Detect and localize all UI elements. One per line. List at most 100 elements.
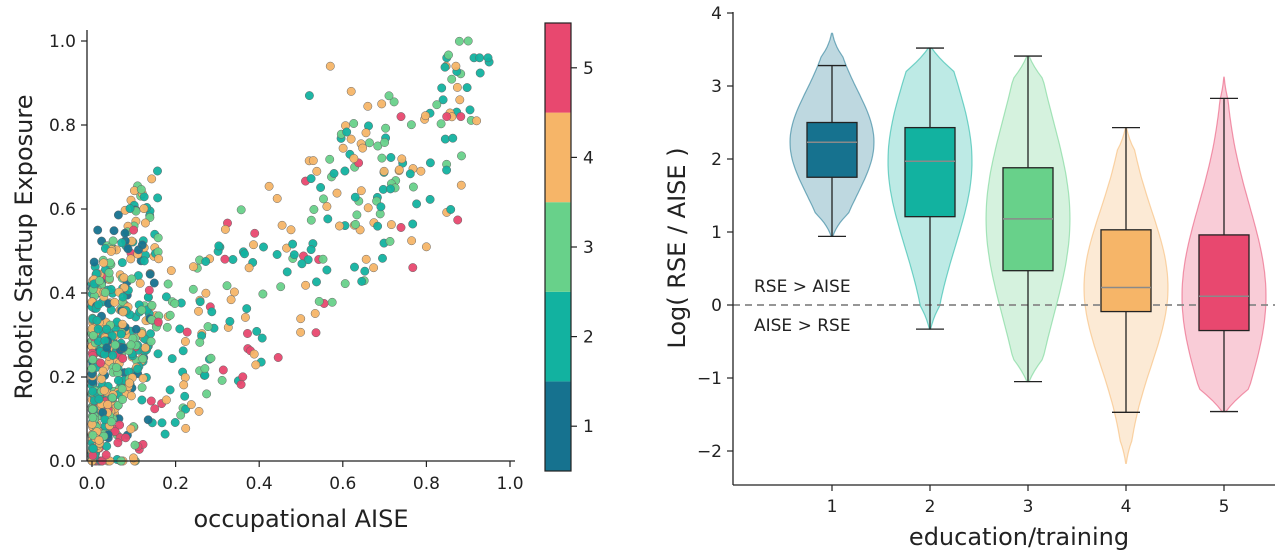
scatter-point [88, 413, 98, 423]
scatter-point [201, 288, 211, 298]
scatter-point [475, 53, 485, 63]
scatter-point [200, 364, 210, 374]
scatter-point [350, 192, 360, 202]
scatter-point [272, 194, 282, 203]
scatter-point [96, 358, 106, 368]
scatter-point [236, 205, 246, 215]
scatter-point [104, 268, 114, 278]
scatter-point [483, 53, 493, 63]
scatter-point [240, 312, 250, 322]
scatter-point [163, 279, 173, 289]
scatter-point [301, 280, 311, 290]
scatter-point [406, 120, 416, 130]
violin-y-tick-label: 1 [711, 223, 722, 243]
scatter-point [304, 91, 314, 101]
scatter-point [165, 310, 175, 320]
scatter-point [102, 343, 112, 353]
scatter-point [389, 97, 399, 107]
violin-panel: 1 2 3 4 5 −2 −1 0 1 2 3 4 RSE > AISE AISE > RSE ed… [663, 4, 1275, 551]
scatter-point [94, 435, 104, 445]
scatter-point [138, 354, 148, 364]
scatter-point [202, 389, 212, 399]
scatter-point [451, 61, 461, 71]
scatter-y-ticks: 0.0 0.2 0.4 0.6 0.8 1.0 [49, 32, 87, 472]
scatter-point [117, 258, 127, 268]
scatter-point [319, 194, 328, 204]
scatter-point [214, 241, 224, 251]
scatter-point [176, 410, 186, 420]
scatter-point [129, 225, 139, 235]
scatter-y-tick-label: 0.2 [49, 368, 76, 388]
scatter-point [452, 82, 462, 92]
scatter-point [93, 225, 103, 235]
scatter-point [425, 158, 435, 168]
scatter-point [438, 95, 448, 105]
scatter-point [311, 328, 321, 338]
scatter-point [222, 281, 232, 291]
scatter-point [396, 223, 406, 232]
violin-y-ticks: −2 −1 0 1 2 3 4 [697, 4, 733, 462]
scatter-point [437, 83, 447, 93]
scatter-point [136, 185, 146, 194]
scatter-point [175, 324, 185, 334]
scatter-point [250, 228, 260, 238]
scatter-point [277, 220, 287, 230]
scatter-point [381, 123, 391, 133]
scatter-point [120, 228, 130, 238]
scatter-point [380, 138, 390, 147]
scatter-point [264, 181, 274, 191]
scatter-point [201, 257, 211, 266]
scatter-point [99, 386, 109, 395]
scatter-point [408, 219, 418, 229]
scatter-point [88, 404, 98, 414]
scatter-point [446, 205, 456, 214]
scatter-point [356, 186, 366, 196]
scatter-point [99, 258, 109, 268]
scatter-point [144, 285, 154, 295]
colorbar-tick-label: 1 [583, 417, 594, 437]
violin-y-tick-label: −2 [697, 442, 722, 462]
colorbar-segment [545, 381, 571, 471]
scatter-point [137, 240, 147, 250]
scatter-point [149, 278, 159, 288]
scatter-point [312, 277, 321, 287]
scatter-point [396, 112, 406, 122]
scatter-point [425, 194, 435, 204]
scatter-point [181, 423, 191, 433]
scatter-point [93, 324, 103, 334]
scatter-point [442, 165, 452, 175]
scatter-point [118, 343, 128, 353]
scatter-point [314, 296, 324, 306]
scatter-point [217, 375, 227, 385]
scatter-x-tick-label: 0.4 [246, 474, 273, 494]
scatter-point [310, 309, 320, 318]
scatter-point [108, 350, 118, 360]
scatter-point [454, 36, 464, 46]
scatter-point [180, 337, 190, 346]
scatter-point [97, 374, 106, 384]
scatter-point [346, 134, 356, 144]
scatter-point [89, 257, 99, 267]
scatter-point [147, 174, 157, 184]
scatter-point [109, 226, 119, 236]
scatter-point [101, 450, 111, 460]
scatter-point [323, 214, 333, 224]
box-5 [1198, 234, 1250, 332]
scatter-point [386, 220, 396, 230]
scatter-point [126, 424, 136, 434]
scatter-point [170, 299, 180, 308]
scatter-point [238, 372, 248, 382]
scatter-point [115, 420, 125, 430]
scatter-point [342, 127, 352, 137]
scatter-point [106, 417, 116, 427]
scatter-point [447, 74, 457, 84]
scatter-y-tick-label: 0.4 [49, 284, 76, 304]
scatter-point [100, 288, 110, 297]
scatter-point [373, 221, 383, 231]
scatter-point [312, 166, 322, 176]
scatter-point [463, 36, 473, 46]
scatter-point [138, 373, 148, 383]
scatter-point [118, 319, 127, 329]
scatter-point [405, 169, 415, 179]
